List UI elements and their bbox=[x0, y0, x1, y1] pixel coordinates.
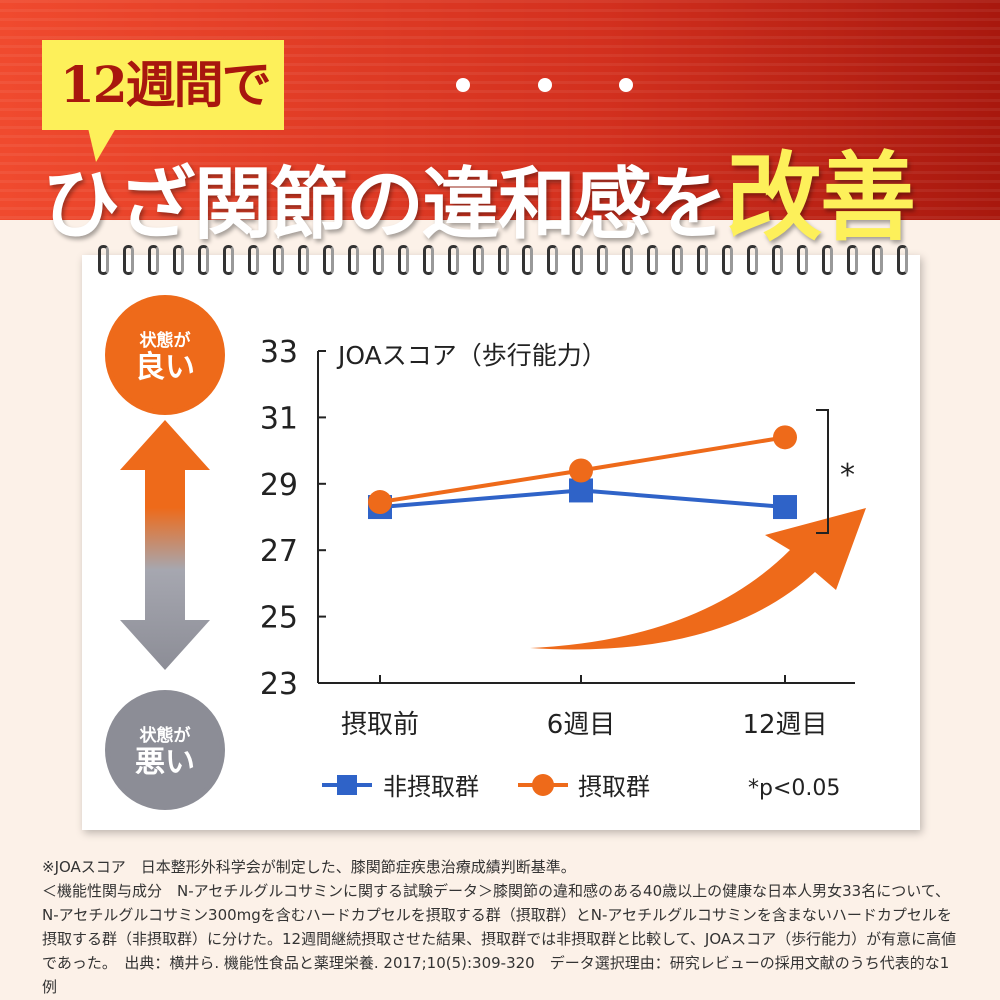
headline: ひざ関節の違和感を改善 bbox=[42, 120, 916, 259]
spiral-ring bbox=[822, 245, 834, 275]
spiral-ring bbox=[322, 245, 334, 275]
y-tick-label: 29 bbox=[260, 468, 298, 503]
headline-highlight: 改善 bbox=[726, 141, 916, 254]
spiral-ring bbox=[872, 245, 884, 275]
upward-trend-arrow-icon bbox=[530, 508, 866, 650]
spiral-ring bbox=[622, 245, 634, 275]
p-value-note: *p<0.05 bbox=[748, 776, 840, 801]
data-point-circle bbox=[773, 425, 797, 450]
spiral-ring bbox=[722, 245, 734, 275]
period-badge: 12週間で bbox=[42, 40, 284, 130]
spiral-ring bbox=[447, 245, 459, 275]
spiral-ring bbox=[422, 245, 434, 275]
spiral-ring bbox=[597, 245, 609, 275]
spiral-ring bbox=[122, 245, 134, 275]
spiral-ring bbox=[697, 245, 709, 275]
y-tick-label: 27 bbox=[260, 534, 298, 569]
significance-bracket bbox=[816, 409, 829, 534]
chart-title: JOAスコア（歩行能力） bbox=[336, 341, 607, 370]
spiral-binding bbox=[98, 245, 908, 285]
legend-label-intake: 摂取群 bbox=[578, 773, 650, 801]
spiral-ring bbox=[547, 245, 559, 275]
x-tick-label: 12週目 bbox=[742, 710, 827, 740]
spiral-ring bbox=[797, 245, 809, 275]
spiral-ring bbox=[397, 245, 409, 275]
spiral-ring bbox=[672, 245, 684, 275]
legend-square-marker bbox=[337, 775, 357, 795]
good-state-badge: 状態が 良い bbox=[110, 300, 220, 410]
spiral-ring bbox=[297, 245, 309, 275]
spiral-ring bbox=[847, 245, 859, 275]
significance-star: * bbox=[840, 458, 855, 493]
spiral-ring bbox=[897, 245, 908, 275]
spiral-ring bbox=[522, 245, 534, 275]
spiral-ring bbox=[222, 245, 234, 275]
data-point-circle bbox=[569, 458, 593, 483]
spiral-ring bbox=[372, 245, 384, 275]
spiral-ring bbox=[247, 245, 259, 275]
legend: 非摂取群 摂取群 *p<0.05 bbox=[322, 773, 840, 801]
header-banner: 12週間で ひざ関節の違和感を改善 bbox=[0, 0, 1000, 254]
spiral-ring bbox=[98, 245, 109, 275]
bad-small: 状態が bbox=[139, 725, 191, 746]
footnote-line: ※JOAスコア 日本整形外科学会が制定した、膝関節症疾患治療成績判断基準。 bbox=[42, 858, 576, 876]
spiral-ring bbox=[347, 245, 359, 275]
spiral-ring bbox=[147, 245, 159, 275]
legend-circle-marker bbox=[532, 774, 554, 796]
spiral-ring bbox=[272, 245, 284, 275]
x-tick-label: 6週目 bbox=[547, 710, 616, 740]
data-point-circle bbox=[368, 490, 392, 515]
spiral-ring bbox=[647, 245, 659, 275]
emphasis-dot bbox=[538, 78, 552, 92]
footnote-line: ＜機能性関与成分 N-アセチルグルコサミンに関する試験データ＞膝関節の違和感のあ… bbox=[42, 882, 957, 996]
spiral-ring bbox=[747, 245, 759, 275]
x-tick-label: 摂取前 bbox=[341, 710, 419, 740]
badge-tail bbox=[88, 128, 116, 162]
bad-big: 悪い bbox=[135, 744, 195, 780]
spiral-ring bbox=[572, 245, 584, 275]
good-small: 状態が bbox=[139, 330, 191, 351]
y-tick-label: 33 bbox=[260, 335, 298, 370]
y-tick-label: 31 bbox=[260, 401, 298, 436]
bad-state-badge: 状態が 悪い bbox=[110, 695, 220, 805]
spiral-ring bbox=[497, 245, 509, 275]
spiral-ring bbox=[197, 245, 209, 275]
spiral-ring bbox=[172, 245, 184, 275]
emphasis-dot bbox=[456, 78, 470, 92]
footnote: ※JOAスコア 日本整形外科学会が制定した、膝関節症疾患治療成績判断基準。 ＜機… bbox=[42, 855, 962, 999]
spiral-ring bbox=[772, 245, 784, 275]
data-point-square bbox=[773, 495, 797, 520]
headline-text: ひざ関節の違和感を bbox=[42, 159, 728, 250]
y-tick-label: 25 bbox=[260, 601, 298, 636]
good-big: 良い bbox=[135, 349, 195, 385]
spiral-ring bbox=[472, 245, 484, 275]
emphasis-dot bbox=[619, 78, 633, 92]
y-tick-label: 23 bbox=[260, 667, 298, 702]
legend-label-non-intake: 非摂取群 bbox=[383, 773, 479, 801]
updown-arrow-icon bbox=[120, 420, 210, 670]
